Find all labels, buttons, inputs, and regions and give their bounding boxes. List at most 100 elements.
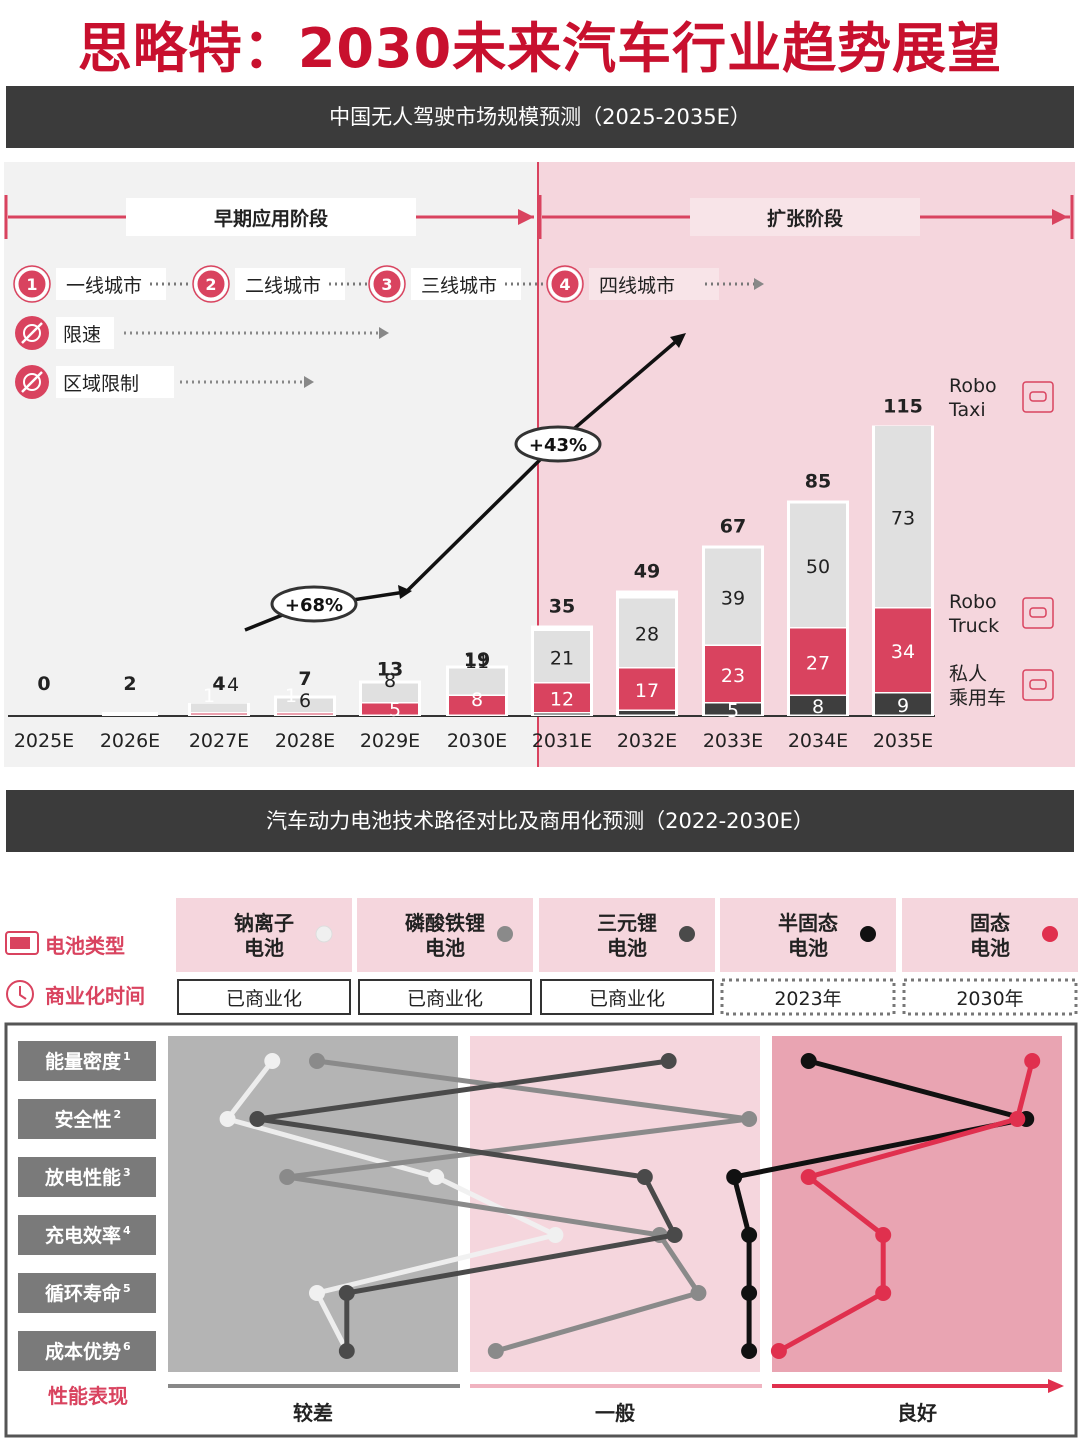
private-value: 5: [727, 700, 739, 722]
commercial-time: 已商业化: [407, 988, 483, 1010]
private-value: 9: [897, 695, 909, 717]
x-tick-label: 2027E: [189, 730, 249, 752]
performance-point: [770, 1343, 787, 1359]
growth-badge-1: [270, 585, 358, 623]
taxi-value: 21: [550, 647, 574, 669]
performance-point: [741, 1111, 758, 1127]
metric-label: 成本优势: [45, 1340, 121, 1363]
commercial-time: 2023年: [774, 988, 841, 1010]
total-label: 35: [549, 596, 575, 618]
commercial-time-box: [902, 978, 1078, 1016]
truck-value: 17: [635, 680, 659, 702]
x-tick-label: 2032E: [617, 730, 677, 752]
commercial-time: 已商业化: [226, 988, 302, 1010]
total-label: 13: [377, 659, 403, 681]
metric-footnote: 2: [114, 1108, 122, 1121]
growth-label-1: +68%: [285, 595, 343, 616]
step-ring: [368, 265, 406, 303]
total-label: 4: [212, 673, 225, 695]
metric-label: 循环寿命: [45, 1282, 122, 1305]
expand-phase-label-box: [690, 198, 920, 236]
battery-type-label: 电池类型: [45, 934, 125, 958]
early-phase-label-box: [126, 198, 416, 236]
legend-robo-taxi-icon: [1022, 381, 1054, 413]
taxi-segment: [534, 631, 590, 682]
step-4-marker: [548, 267, 582, 301]
performance-point: [741, 1343, 758, 1359]
metric-label-box: [18, 1273, 156, 1313]
clock-hands: [19, 986, 27, 1000]
step-ring: [546, 265, 584, 303]
commercial-time-box: [177, 979, 351, 1015]
x-tick-label: 2035E: [873, 730, 933, 752]
truck-value: 1: [203, 685, 215, 707]
performance-point: [690, 1285, 707, 1301]
truck-segment: [705, 646, 761, 702]
total-label: 0: [37, 673, 50, 695]
car-icon: [1029, 391, 1047, 402]
commercial-time: 2030年: [956, 988, 1023, 1010]
taxi-segment: [191, 703, 247, 712]
x-tick-label: 2028E: [275, 730, 335, 752]
bar-2032E: [616, 590, 678, 716]
battery-icon-fill: [10, 937, 30, 949]
bar-2030E: [446, 665, 508, 716]
performance-line-1: [225, 1059, 558, 1353]
total-label: 67: [720, 516, 746, 538]
bar-frame: [102, 712, 158, 716]
legend-private: 私人乘用车: [949, 663, 1006, 709]
taxi-segment: [362, 683, 418, 702]
private-segment: [705, 703, 761, 715]
truck-segment: [277, 713, 333, 715]
taxi-value: 28: [635, 624, 659, 646]
zone-good: [772, 1036, 1062, 1372]
total-label: 19: [464, 649, 490, 671]
taxi-segment: [449, 668, 505, 695]
performance-point: [800, 1053, 817, 1069]
bar-2026E: [102, 712, 158, 716]
truck-segment: [875, 608, 931, 692]
truck-segment: [191, 713, 247, 715]
limit-arrowhead: [304, 376, 314, 388]
truck-segment: [534, 683, 590, 712]
legend-robo-truck-icon: [1022, 597, 1054, 629]
private-segment: [790, 696, 846, 715]
step-label: 三线城市: [421, 275, 497, 297]
step-label-box: [589, 268, 719, 300]
battery-name: 固态电池: [970, 911, 1010, 960]
limit-icon-inner: [23, 324, 41, 342]
scale-arrowhead: [1048, 1379, 1064, 1393]
performance-point: [279, 1169, 296, 1185]
step-arrowhead: [754, 278, 764, 290]
chart1-banner: 中国无人驾驶市场规模预测（2025-2035E）: [6, 86, 1074, 148]
bar-2028E: [274, 695, 336, 716]
battery-name: 磷酸铁锂电池: [405, 911, 485, 960]
performance-point: [309, 1053, 325, 1069]
performance-point: [875, 1285, 892, 1301]
metric-label-box: [18, 1215, 156, 1255]
taxi-value: 39: [721, 587, 745, 609]
limit-icon-inner: [23, 373, 41, 391]
performance-point: [726, 1169, 743, 1185]
performance-point: [338, 1285, 355, 1301]
performance-point: [741, 1285, 758, 1301]
x-tick-label: 2030E: [447, 730, 507, 752]
performance-point: [741, 1227, 758, 1243]
taxi-value: 4: [227, 674, 239, 696]
growth-label-2: +43%: [529, 435, 587, 456]
metric-label: 能量密度: [45, 1050, 122, 1073]
truck-value: 12: [550, 689, 574, 711]
battery-color-dot: [860, 926, 876, 942]
battery-name: 钠离子电池: [234, 911, 294, 960]
growth-badge-2: [514, 425, 602, 463]
taxi-segment: [875, 426, 931, 607]
taxi-value: 11: [465, 651, 489, 673]
clock-icon: [6, 980, 34, 1008]
truck-value: 23: [721, 665, 745, 687]
bar-2031E: [531, 625, 593, 716]
limit-label-box: [56, 317, 114, 349]
zone-poor: [168, 1036, 458, 1372]
x-tick-label: 2025E: [14, 730, 74, 752]
